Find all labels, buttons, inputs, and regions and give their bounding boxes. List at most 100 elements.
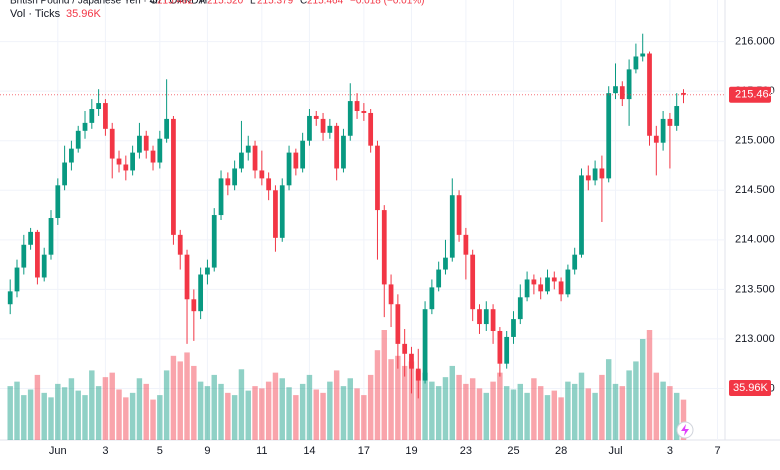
- volume-bar: [116, 389, 122, 440]
- x-tick-label: 9: [204, 445, 210, 457]
- volume-bar: [673, 392, 680, 440]
- volume-bar: [381, 330, 387, 440]
- candle-body: [681, 92, 686, 95]
- volume-bar: [272, 372, 279, 440]
- candle-body: [456, 195, 462, 235]
- candle-body: [388, 284, 394, 305]
- volume-bar: [510, 389, 517, 440]
- volume-bar: [463, 383, 469, 440]
- y-tick-label: 213.000: [735, 333, 775, 345]
- candle-body: [279, 185, 285, 238]
- candle-body: [449, 195, 455, 258]
- x-tick-label: 28: [555, 445, 567, 457]
- candle-body: [341, 135, 346, 169]
- change: −0.018 (−0.01%): [350, 0, 425, 7]
- ohlc-key: L: [250, 0, 256, 7]
- volume-bar: [252, 386, 258, 440]
- candle-body: [82, 122, 88, 131]
- x-tick-label: 25: [507, 445, 519, 457]
- volume-bar: [367, 374, 374, 440]
- x-tick-label: 14: [303, 445, 315, 457]
- volume-bar: [680, 399, 687, 440]
- volume-bar: [551, 390, 558, 440]
- volume-bar: [578, 372, 585, 440]
- volume-bar: [123, 397, 129, 440]
- candle-body: [35, 231, 40, 278]
- volume-bar: [245, 390, 251, 440]
- volume-value: 35.96K: [66, 8, 102, 20]
- x-tick-label: 3: [667, 445, 673, 457]
- candle-body: [137, 135, 142, 153]
- candle-body: [511, 319, 516, 337]
- volume-bar: [456, 374, 462, 440]
- volume-bar: [599, 374, 605, 440]
- candle-body: [490, 309, 496, 331]
- volume-bar: [435, 386, 442, 440]
- volume-bar: [313, 389, 319, 440]
- candle-body: [592, 168, 598, 181]
- candle-body: [375, 145, 380, 211]
- candle-body: [402, 343, 408, 354]
- candle-body: [415, 368, 421, 381]
- volume-bar: [109, 372, 115, 440]
- candle-body: [75, 130, 81, 149]
- candle-body: [640, 53, 646, 57]
- candle-body: [286, 152, 292, 186]
- candle-body: [55, 185, 61, 219]
- volume-bar: [299, 383, 306, 440]
- volume-bar: [483, 392, 490, 440]
- volume-bar: [129, 392, 136, 440]
- candle-body: [545, 277, 550, 292]
- volume-bar: [211, 374, 217, 440]
- x-tick-label: 23: [460, 445, 472, 457]
- candle-body: [443, 257, 448, 270]
- candle-body: [585, 175, 591, 181]
- y-tick-label: 214.000: [735, 234, 775, 246]
- candle-body: [647, 53, 652, 136]
- ohlc-value: 215.464: [307, 0, 344, 7]
- candle-body: [143, 135, 149, 151]
- candle-body: [211, 215, 217, 268]
- volume-bar: [259, 388, 265, 440]
- candle-body: [171, 118, 176, 235]
- ohlc-key: H: [200, 0, 207, 7]
- volume-bar: [531, 378, 537, 440]
- x-tick-label: 17: [358, 445, 370, 457]
- candle-body: [524, 279, 530, 298]
- volume-bar: [646, 330, 653, 440]
- volume-bar: [497, 372, 503, 440]
- volume-bar: [442, 377, 449, 440]
- ohlc-key: O: [150, 0, 158, 7]
- volume-bar: [401, 365, 408, 440]
- volume-bar: [21, 395, 27, 440]
- volume-bar: [626, 370, 632, 440]
- candle-body: [177, 234, 183, 255]
- y-tick-label: 213.500: [735, 283, 775, 295]
- volume-bar: [27, 389, 34, 440]
- volume-label: 35.96K: [733, 382, 769, 394]
- volume-bar: [544, 395, 551, 440]
- candle-body: [381, 210, 387, 285]
- volume-bar: [136, 378, 143, 440]
- volume-bar: [422, 372, 428, 440]
- candle-body: [130, 152, 136, 171]
- volume-bar: [469, 378, 476, 440]
- candle-body: [225, 178, 231, 186]
- candle-body: [252, 145, 258, 171]
- volume-bar: [592, 392, 598, 440]
- axes: 212.500213.000213.500214.000214.500215.0…: [49, 36, 775, 457]
- volume-bar: [408, 361, 415, 440]
- volume-name: Vol · Ticks: [10, 8, 61, 20]
- candle-body: [123, 164, 129, 171]
- volume-bar: [476, 388, 483, 440]
- candle-body: [470, 254, 476, 310]
- candle-body: [116, 158, 122, 165]
- volume-bar: [388, 359, 394, 440]
- volume-bar: [265, 381, 272, 440]
- candle-body: [245, 145, 251, 153]
- legend: British Pound / Japanese Yen · 4h · OAND…: [10, 0, 425, 20]
- candle-body: [205, 267, 210, 275]
- symbol: British Pound / Japanese Yen · 4h · OAND…: [10, 0, 205, 7]
- candle-body: [538, 284, 544, 292]
